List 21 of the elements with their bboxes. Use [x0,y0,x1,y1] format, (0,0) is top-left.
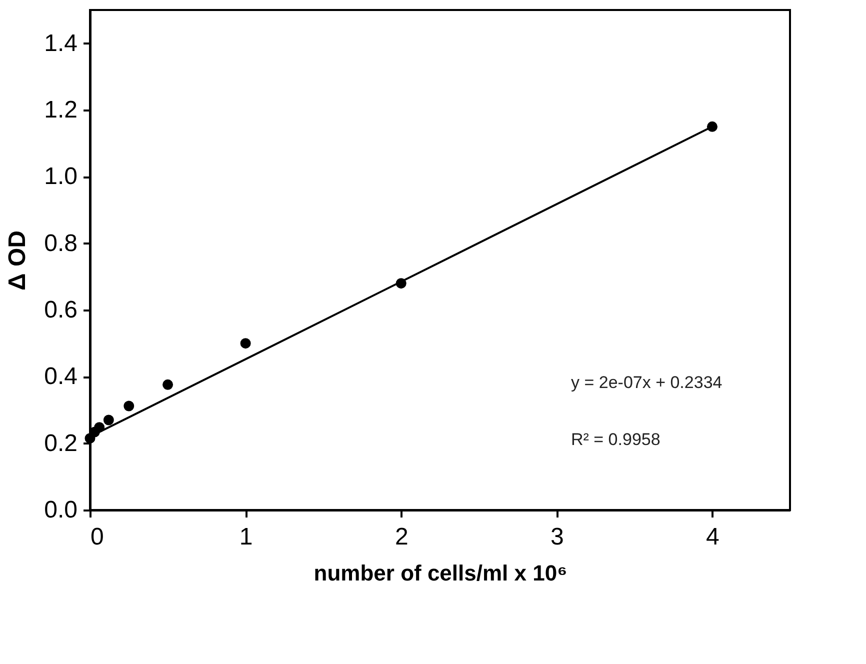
y-tick-label: 1.4 [44,30,78,57]
x-tick-label: 0 [90,524,104,550]
x-tick-label: 4 [706,524,720,550]
y-tick-label: 0.4 [44,363,78,390]
point [103,414,114,426]
point [124,400,134,412]
x-tick-label: 1 [239,524,253,550]
x-tick-label: 2 [394,524,408,550]
point [162,379,174,390]
y-tick-label: 0.2 [44,430,78,457]
y-tick-label: 0.8 [44,230,78,257]
x-tick-label: 3 [550,524,564,550]
y-tick-label: 1.0 [44,163,78,190]
point [240,338,251,349]
x-axis-title: number of cells/ml x 10⁶ [314,560,568,586]
annotation: R² = 0.9958 [571,430,660,449]
annotation: y = 2e-07x + 0.2334 [571,373,722,392]
y-axis-title: Δ OD [4,230,32,290]
y-tick-label: 0.0 [44,496,78,524]
y-tick-label: 0.6 [44,296,78,324]
y-tick-label: 1.2 [44,96,78,124]
